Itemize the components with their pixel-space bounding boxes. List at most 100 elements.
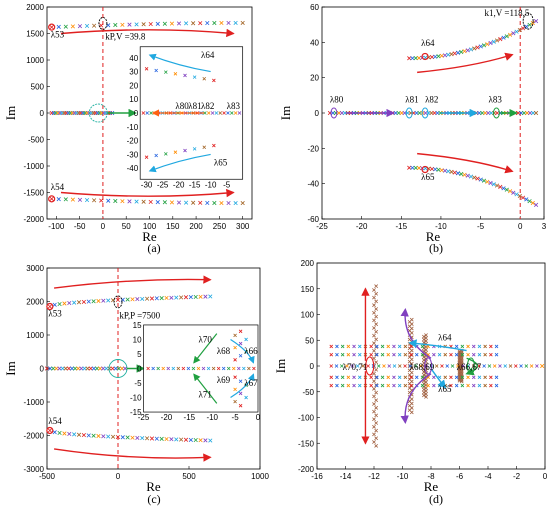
panel-c-branch-mark xyxy=(86,299,91,304)
panel-c-inset-upper-mark xyxy=(238,329,243,334)
panel-a-inset-real-mark xyxy=(226,111,230,115)
panel-c-branch-mark xyxy=(145,296,150,301)
panel-d-row-mark xyxy=(477,383,482,388)
panel-a-inset-arrow-upper xyxy=(148,53,211,73)
panel-b-branch-mark xyxy=(485,42,490,47)
panel-c-branch-mark xyxy=(154,296,159,301)
panel-c-inset-real-mark xyxy=(186,366,191,371)
panel-a-branch-mark xyxy=(198,21,203,26)
panel-c-inset-real-mark xyxy=(151,366,155,371)
panel-d-x-tick-label: -2 xyxy=(513,472,521,481)
panel-c-branch-mark xyxy=(183,437,189,442)
panel-a-branch-mark xyxy=(226,20,231,26)
panel-b-x-tick-label: -25 xyxy=(316,222,328,231)
panel-b-branch-mark xyxy=(520,195,526,200)
panel-a-inset-y-tick-label: 30 xyxy=(129,68,138,77)
panel-d-column-mark xyxy=(372,417,376,422)
panel-c-inset-real-mark xyxy=(166,366,171,371)
panel-b-critical-marker xyxy=(522,12,534,30)
panel-d-row-mark xyxy=(386,375,391,380)
panel-a-x-axis-label: Re xyxy=(142,229,157,244)
panel-c-branch-mark xyxy=(159,296,164,301)
panel-c-y-tick-label: 3000 xyxy=(26,264,44,273)
panel-d-row-mark xyxy=(449,352,453,357)
panel-c-branch-mark xyxy=(91,433,96,438)
panel-c-real-eigenvalue-mark xyxy=(73,366,78,371)
panel-d-column-mark xyxy=(374,322,379,327)
panel-a-branch-mark xyxy=(63,197,68,202)
panel-d-x-tick-label: 0 xyxy=(543,472,548,481)
panel-a-inset-upper-mark xyxy=(164,70,168,74)
panel-c-x-tick-label: 1000 xyxy=(251,472,269,481)
panel-c-branch-mark xyxy=(188,295,193,300)
panel-a-annotation: λ54 xyxy=(51,182,65,192)
panel-d-row-mark xyxy=(471,352,476,357)
panel-d-row-mark xyxy=(352,383,356,388)
panel-c-branch-mark xyxy=(101,434,106,439)
panel-a-branch-mark xyxy=(155,200,160,205)
panel-d-row-mark xyxy=(443,352,448,357)
panel-d-annotation: λ70,71 xyxy=(343,362,368,372)
panel-d-y-tick-label: 50 xyxy=(305,336,314,345)
panel-c-inset-real-mark xyxy=(146,366,150,371)
panel-d-row-mark xyxy=(375,375,379,380)
panel-c-x-tick-label: -500 xyxy=(39,472,56,481)
panel-d-row-mark xyxy=(432,375,436,380)
panel-b-eigen-circle xyxy=(421,107,429,119)
panel-c-branch-mark xyxy=(179,437,184,442)
panel-c-branch-mark xyxy=(76,300,82,305)
panel-a-inset-upper-mark xyxy=(144,67,149,71)
panel-d-eigen-circle xyxy=(424,357,433,375)
panel-d-row-mark xyxy=(357,375,362,380)
panel-b-branch-mark xyxy=(449,52,454,57)
panel-d-row-mark xyxy=(369,344,373,349)
panel-d-row-mark xyxy=(454,352,459,357)
panel-a-inset-real-mark xyxy=(230,111,234,115)
panel-d-column-mark xyxy=(372,409,376,414)
panel-d-y-tick-label: 200 xyxy=(301,259,315,268)
panel-b-x-tick-label: -5 xyxy=(477,222,485,231)
panel-b-eigen-circle xyxy=(330,107,338,119)
panel-c-inset-lower-mark xyxy=(233,387,237,392)
panel-c-branch-mark xyxy=(106,298,111,303)
panel-d-row-mark xyxy=(369,352,373,357)
panel-b-y-axis-label: Im xyxy=(278,106,293,120)
panel-d-row-mark xyxy=(477,344,482,349)
panel-b-branch-mark xyxy=(504,187,509,192)
panel-a-inset-upper-mark xyxy=(183,73,187,78)
panel-a-x-tick-label: -50 xyxy=(74,222,86,231)
panel-c-real-eigenvalue-mark xyxy=(57,366,62,371)
panel-b-real-eigenvalue-mark xyxy=(423,110,428,116)
panel-d-row-mark xyxy=(489,344,493,349)
panel-c-branch-mark xyxy=(164,436,169,442)
panel-b-real-eigenvalue-mark xyxy=(399,110,404,116)
panel-b-branch-mark xyxy=(410,56,415,61)
panel-c-branch-mark xyxy=(140,296,145,301)
panel-d-column-mark xyxy=(372,379,376,384)
panel-d-row-mark xyxy=(460,344,465,349)
panel-a-inset-y-tick-label: -30 xyxy=(127,150,139,159)
panel-b-branch-mark xyxy=(436,167,441,172)
panel-b-branch-mark xyxy=(504,34,509,39)
panel-c-branch-mark xyxy=(115,434,120,440)
panel-d-y-axis-label: Im xyxy=(273,359,288,373)
panel-a-inset-x-tick-label: -25 xyxy=(157,180,169,189)
panel-d-row-mark xyxy=(483,352,487,357)
panel-d-row-mark xyxy=(335,352,339,357)
panel-d-row-mark xyxy=(443,375,448,380)
panel-c-inset-real-mark xyxy=(216,366,221,371)
panel-b-y-tick-label: 40 xyxy=(310,38,319,47)
panel-c-branch-mark xyxy=(193,437,198,443)
panel-c-y-tick-label: -3000 xyxy=(24,465,45,474)
panel-c-inset-upper-mark xyxy=(233,345,237,350)
panel-b-branch-mark xyxy=(413,56,418,61)
panel-d-row-mark xyxy=(346,344,351,349)
panel-c-real-eigenvalue-mark xyxy=(110,366,115,371)
panel-c-inset-real-mark xyxy=(226,366,231,371)
panel-d-row-mark xyxy=(397,344,402,349)
panel-d-row-mark xyxy=(437,352,442,357)
panel-a-branch-mark xyxy=(120,199,125,204)
panel-b-y-tick-label: -20 xyxy=(307,144,319,153)
panel-c-inset-x-tick-label: -15 xyxy=(184,413,196,422)
panel-d-y-tick-label: -50 xyxy=(302,388,314,397)
